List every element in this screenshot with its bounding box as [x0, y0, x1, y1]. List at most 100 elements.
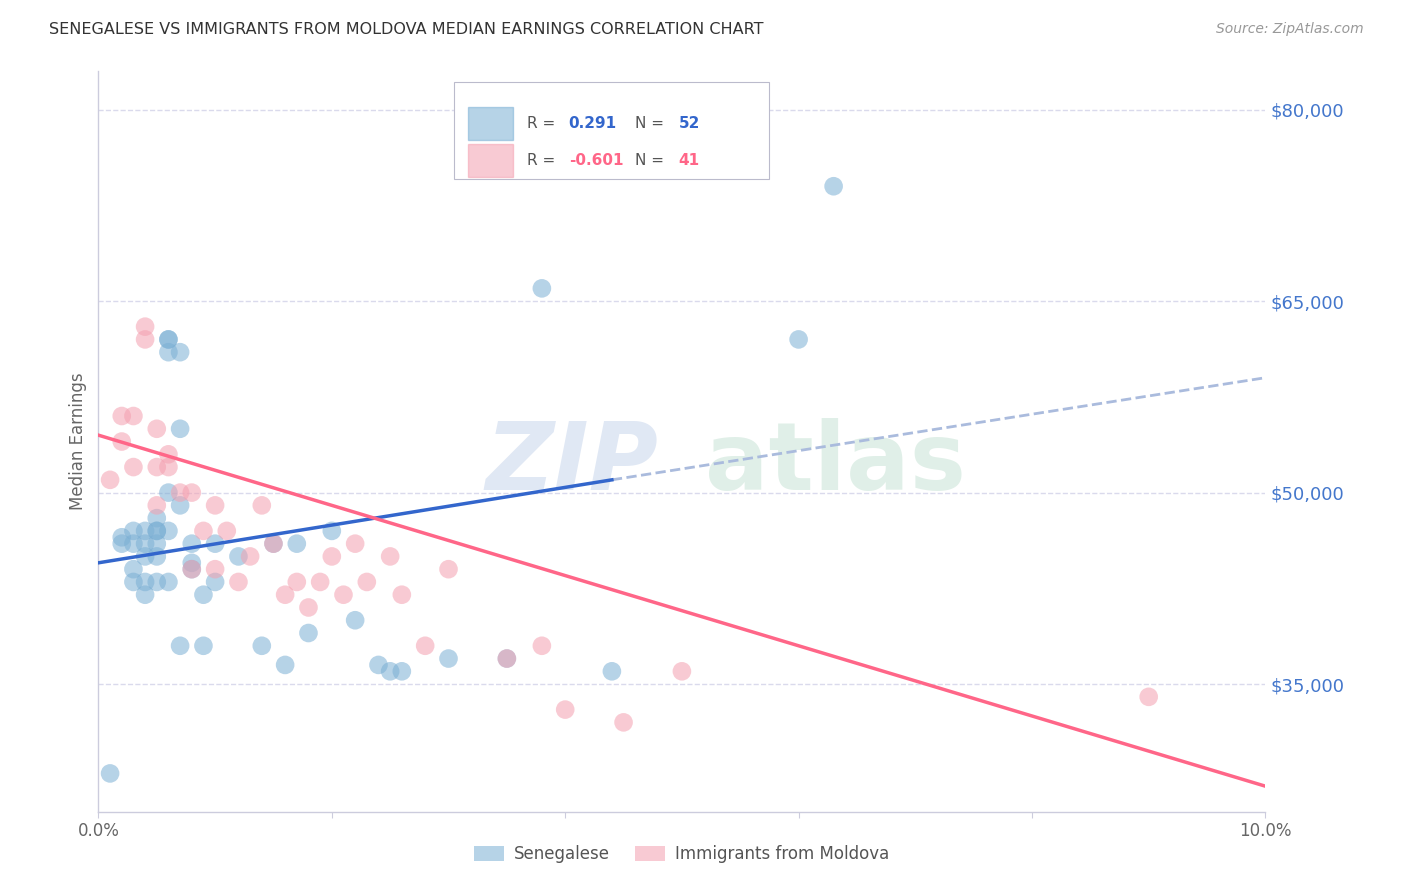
Point — [122, 574, 145, 589]
Point — [344, 536, 367, 550]
Point — [146, 524, 169, 538]
Point — [250, 499, 273, 513]
Point — [204, 562, 226, 576]
Text: -0.601: -0.601 — [568, 153, 623, 168]
Point — [134, 574, 156, 589]
Point — [437, 651, 460, 665]
Point — [321, 549, 343, 564]
FancyBboxPatch shape — [454, 82, 769, 178]
Point — [146, 549, 169, 564]
Point — [262, 536, 284, 550]
Point — [204, 536, 226, 550]
Point — [146, 524, 169, 538]
Point — [297, 600, 319, 615]
Point — [250, 639, 273, 653]
Point — [180, 562, 202, 576]
Point — [157, 574, 180, 589]
Point — [228, 549, 250, 564]
Point — [204, 499, 226, 513]
Point — [98, 766, 121, 780]
Point — [297, 626, 319, 640]
Point — [496, 651, 519, 665]
Point — [180, 562, 202, 576]
Point — [169, 422, 191, 436]
Point — [332, 588, 354, 602]
Text: R =: R = — [527, 153, 560, 168]
Point — [157, 345, 180, 359]
Text: N =: N = — [636, 153, 669, 168]
Point — [146, 460, 169, 475]
Point — [391, 665, 413, 679]
Point — [157, 524, 180, 538]
Point — [122, 409, 145, 423]
Point — [134, 319, 156, 334]
Point — [215, 524, 238, 538]
Point — [193, 588, 215, 602]
Point — [193, 524, 215, 538]
Legend: Senegalese, Immigrants from Moldova: Senegalese, Immigrants from Moldova — [468, 838, 896, 870]
Point — [600, 665, 623, 679]
Point — [134, 536, 156, 550]
Point — [169, 345, 191, 359]
Y-axis label: Median Earnings: Median Earnings — [69, 373, 87, 510]
Text: SENEGALESE VS IMMIGRANTS FROM MOLDOVA MEDIAN EARNINGS CORRELATION CHART: SENEGALESE VS IMMIGRANTS FROM MOLDOVA ME… — [49, 22, 763, 37]
Text: Source: ZipAtlas.com: Source: ZipAtlas.com — [1216, 22, 1364, 37]
Point — [262, 536, 284, 550]
Text: atlas: atlas — [706, 417, 966, 509]
Point — [309, 574, 332, 589]
Point — [180, 536, 202, 550]
Point — [134, 524, 156, 538]
Point — [122, 562, 145, 576]
Point — [134, 588, 156, 602]
Point — [239, 549, 262, 564]
Point — [285, 536, 308, 550]
Text: 52: 52 — [679, 116, 700, 131]
Point — [274, 657, 297, 672]
Point — [1137, 690, 1160, 704]
Point — [671, 665, 693, 679]
Point — [157, 333, 180, 347]
Point — [413, 639, 436, 653]
Point — [285, 574, 308, 589]
Point — [146, 422, 169, 436]
Point — [344, 613, 367, 627]
Point — [111, 536, 134, 550]
Bar — [468, 144, 513, 177]
Point — [787, 333, 810, 347]
Point — [823, 179, 845, 194]
Point — [496, 651, 519, 665]
Point — [146, 511, 169, 525]
Point — [380, 549, 402, 564]
Point — [157, 485, 180, 500]
Point — [122, 536, 145, 550]
Point — [98, 473, 121, 487]
Point — [157, 460, 180, 475]
Point — [146, 574, 169, 589]
Point — [122, 524, 145, 538]
Point — [134, 549, 156, 564]
Point — [321, 524, 343, 538]
Point — [169, 485, 191, 500]
Point — [380, 665, 402, 679]
Point — [367, 657, 389, 672]
Point — [157, 333, 180, 347]
Point — [530, 281, 553, 295]
Point — [134, 333, 156, 347]
Point — [204, 574, 226, 589]
Point — [274, 588, 297, 602]
Point — [437, 562, 460, 576]
Point — [554, 703, 576, 717]
Text: 41: 41 — [679, 153, 700, 168]
Point — [612, 715, 634, 730]
Point — [111, 434, 134, 449]
Point — [356, 574, 378, 589]
Point — [228, 574, 250, 589]
Point — [530, 639, 553, 653]
Point — [169, 639, 191, 653]
Text: N =: N = — [636, 116, 669, 131]
Point — [180, 556, 202, 570]
Point — [146, 536, 169, 550]
Point — [391, 588, 413, 602]
Point — [180, 485, 202, 500]
Point — [111, 409, 134, 423]
